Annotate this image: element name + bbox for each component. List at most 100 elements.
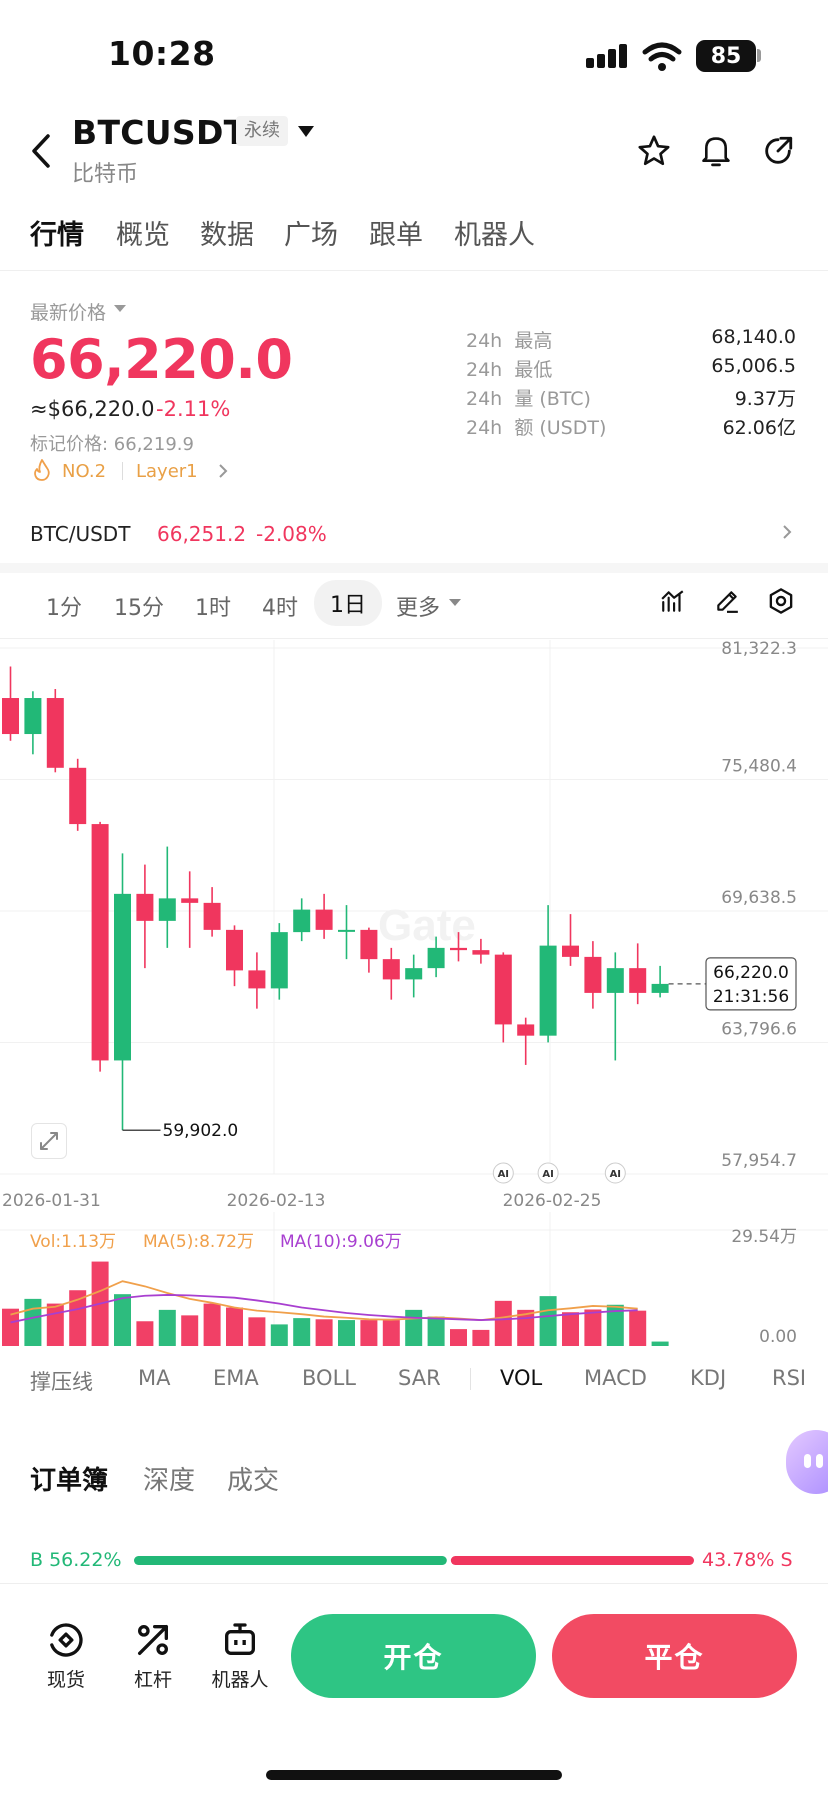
category-chevron-icon[interactable] — [218, 463, 228, 479]
candle-body — [69, 767, 87, 825]
bottom-bar-divider — [0, 1583, 828, 1584]
tab-data[interactable]: 数据 — [200, 220, 254, 251]
tab-square[interactable]: 广场 — [284, 220, 338, 251]
period-more-dropdown-icon[interactable] — [449, 599, 461, 607]
candlestick-chart[interactable]: Gate 81,322.3 75,480.4 69,638.5 63,796.6 57,9… — [0, 639, 828, 1212]
wifi-icon — [642, 42, 682, 71]
volume-bar — [181, 1315, 199, 1346]
watermark-text: Gate — [378, 901, 476, 950]
tab-trades[interactable]: 成交 — [227, 1466, 280, 1496]
indicator-vol[interactable]: VOL — [500, 1366, 543, 1390]
battery-tip — [757, 49, 761, 62]
current-price-label: 66,220.0 — [713, 963, 789, 983]
nav-leverage-label: 杠杆 — [133, 1669, 172, 1691]
ai-marker-label: AI — [498, 1169, 509, 1180]
symbol-title[interactable]: BTCUSDT — [72, 113, 247, 152]
symbol-dropdown-icon[interactable] — [298, 126, 314, 138]
period-more[interactable]: 更多 — [396, 596, 441, 621]
candle-body — [24, 698, 42, 735]
spot-pair-row[interactable]: BTC/USDT 66,251.2 -2.08% — [0, 510, 828, 554]
star-icon[interactable] — [637, 134, 671, 168]
tab-overview[interactable]: 概览 — [116, 220, 170, 251]
bell-icon[interactable] — [699, 133, 733, 169]
indicator-ema[interactable]: EMA — [213, 1366, 259, 1390]
period-1h[interactable]: 1时 — [195, 596, 231, 621]
stat-high: 24h 最高 68,140.0 — [466, 326, 796, 352]
chart-settings-icon[interactable] — [767, 587, 795, 615]
spot-icon — [50, 1623, 83, 1657]
change-percent: -2.11% — [156, 397, 231, 421]
fullscreen-button[interactable] — [31, 1123, 67, 1159]
candle-body — [91, 824, 109, 1061]
indicator-ma[interactable]: MA — [138, 1366, 171, 1390]
candle-body — [629, 968, 647, 993]
back-icon[interactable] — [30, 134, 52, 168]
candle-body — [203, 902, 221, 930]
vol-y-axis-label: 29.54万 — [731, 1227, 797, 1247]
vol-y-axis-label: 0.00 — [759, 1327, 797, 1347]
ai-marker-label: AI — [542, 1169, 553, 1180]
volume-bar — [494, 1300, 512, 1346]
period-1m[interactable]: 1分 — [46, 596, 82, 621]
y-axis-label: 81,322.3 — [721, 639, 797, 659]
spot-pair-price: 66,251.2 — [157, 522, 247, 546]
latest-price-label[interactable]: 最新价格 — [30, 302, 107, 324]
nav-spot[interactable]: 现货 — [26, 1620, 106, 1692]
contract-type-badge: 永续 — [236, 116, 288, 146]
y-axis-label: 69,638.5 — [721, 888, 797, 908]
open-position-button[interactable]: 开仓 — [291, 1614, 536, 1698]
assistant-bubble[interactable] — [786, 1430, 828, 1494]
volume-bar — [248, 1317, 266, 1346]
stat-low: 24h 最低 65,006.5 — [466, 355, 796, 381]
ai-marker — [537, 1162, 559, 1184]
close-position-button[interactable]: 平仓 — [552, 1614, 797, 1698]
latest-price-dropdown-icon[interactable] — [114, 305, 126, 313]
draw-pen-icon[interactable] — [714, 588, 740, 614]
ma5-label: MA(5):8.72万 — [143, 1232, 254, 1252]
candle-body — [46, 698, 64, 768]
expand-icon — [40, 1132, 58, 1150]
indicator-rsi[interactable]: RSI — [772, 1366, 807, 1390]
indicator-sr-line[interactable]: 撑压线 — [30, 1370, 93, 1394]
volume-bar — [136, 1321, 154, 1346]
tab-market[interactable]: 行情 — [30, 220, 84, 251]
rank-badge[interactable]: NO.2 — [62, 461, 107, 482]
indicator-sar[interactable]: SAR — [398, 1366, 441, 1390]
mark-price: 标记价格: 66,219.9 — [30, 434, 194, 455]
candle-body — [226, 929, 243, 971]
battery-indicator: 85 — [696, 40, 756, 72]
period-4h[interactable]: 4时 — [262, 596, 298, 621]
candle-body — [315, 909, 333, 930]
volume-bar — [46, 1303, 64, 1346]
tab-orderbook[interactable]: 订单簿 — [30, 1466, 109, 1496]
tab-bot[interactable]: 机器人 — [454, 220, 535, 251]
share-icon[interactable] — [761, 134, 795, 168]
period-1d[interactable]: 1日 — [314, 580, 382, 626]
tab-copy-trade[interactable]: 跟单 — [369, 220, 423, 251]
y-axis-label: 63,796.6 — [721, 1020, 797, 1040]
fire-icon — [34, 459, 50, 481]
indicator-kdj[interactable]: KDJ — [690, 1366, 727, 1390]
candle-body — [382, 959, 400, 980]
nav-bot[interactable]: 机器人 — [200, 1620, 280, 1692]
indicator-macd[interactable]: MACD — [584, 1366, 647, 1390]
candle-body — [158, 898, 176, 921]
ma10-label: MA(10):9.06万 — [280, 1232, 402, 1252]
nav-spot-label: 现货 — [46, 1669, 85, 1691]
candle-body — [517, 1024, 535, 1036]
signal-icon — [586, 44, 627, 68]
home-indicator — [266, 1770, 562, 1780]
leverage-icon — [138, 1625, 168, 1655]
tab-depth[interactable]: 深度 — [143, 1466, 196, 1496]
nav-leverage[interactable]: 杠杆 — [113, 1620, 193, 1692]
volume-bar — [293, 1318, 311, 1346]
category-badge[interactable]: Layer1 — [136, 461, 198, 482]
period-15m[interactable]: 15分 — [114, 596, 164, 621]
volume-bar — [382, 1320, 400, 1346]
candle-body — [584, 956, 602, 993]
usd-equivalent: ≈$66,220.0 — [30, 397, 155, 421]
indicator-boll[interactable]: BOLL — [302, 1366, 356, 1390]
candle-body — [270, 932, 288, 989]
status-time: 10:28 — [108, 34, 216, 73]
chart-indicator-icon[interactable] — [660, 588, 686, 614]
